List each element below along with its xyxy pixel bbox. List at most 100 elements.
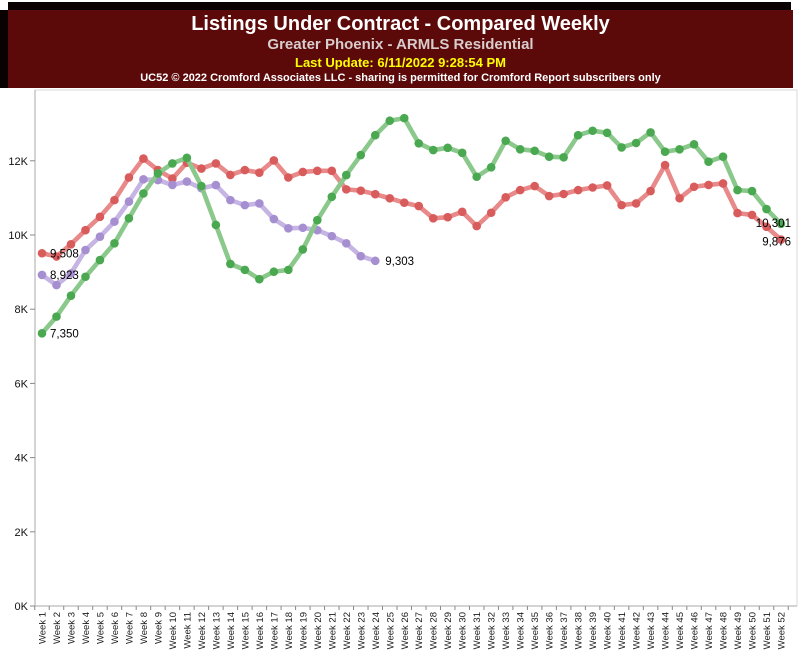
y-tick-label: 12K — [8, 156, 28, 168]
series-red-point — [704, 180, 713, 190]
series-green-point — [443, 143, 453, 153]
point-value-label: 10,301 — [756, 218, 791, 230]
series-green-point — [457, 148, 467, 158]
plot-borders — [34, 89, 798, 607]
week-label: Week 3 — [66, 612, 77, 644]
point-value-label: 8,923 — [50, 270, 79, 282]
series-purple-point — [370, 256, 380, 266]
series-purple-point — [327, 231, 337, 241]
series-green-point — [704, 157, 713, 167]
series-green-point — [211, 220, 221, 230]
series-red-point — [486, 208, 496, 218]
y-tick-label: 4K — [15, 453, 29, 465]
page-subtitle: Greater Phoenix - ARMLS Residential — [267, 35, 534, 53]
point-value-label: 7,350 — [50, 328, 79, 340]
series-green-point — [544, 152, 554, 162]
series-green-point — [472, 172, 482, 182]
series-green-point — [168, 159, 177, 168]
week-label: Week 35 — [530, 612, 541, 649]
series-green-point — [399, 113, 409, 123]
week-label: Week 1 — [38, 612, 49, 644]
series-red-point — [573, 185, 583, 195]
series-red-point — [646, 186, 655, 196]
series-red-point — [211, 159, 221, 168]
series-green-point — [776, 219, 786, 229]
series-green-point — [617, 143, 626, 152]
report-header: Listings Under Contract - Compared Weekl… — [8, 10, 793, 88]
series-green-point — [341, 170, 351, 180]
point-value-label: 9,508 — [50, 248, 79, 260]
series-red-point — [226, 170, 235, 180]
series-green-point — [356, 150, 366, 160]
series-green-point — [559, 152, 568, 162]
point-value-label: 9,876 — [762, 237, 791, 249]
series-red-point — [356, 186, 366, 195]
series-red-point — [457, 207, 467, 217]
series-red-point — [110, 195, 119, 205]
series-purple-point — [66, 269, 76, 278]
series-green-point — [284, 265, 293, 275]
week-label: Week 45 — [675, 612, 686, 649]
series-red-point — [588, 183, 597, 192]
week-label: Week 44 — [661, 612, 672, 649]
series-green-point — [81, 272, 90, 282]
series-green-point — [385, 116, 395, 126]
header-left-black-bar — [0, 10, 8, 88]
series-red-point — [718, 179, 728, 188]
copyright-text: UC52 © 2022 Cromford Associates LLC - sh… — [140, 72, 661, 85]
last-update-text: Last Update: 6/11/2022 9:28:54 PM — [295, 54, 506, 70]
series-red-point — [660, 160, 670, 170]
week-label: Week 15 — [240, 612, 251, 649]
series-green-point — [370, 130, 380, 140]
week-label: Week 6 — [110, 612, 121, 644]
week-label: Week 38 — [574, 612, 585, 649]
y-tick-label: 0K — [15, 601, 29, 613]
series-red-point — [370, 189, 380, 199]
week-label: Week 51 — [762, 612, 773, 649]
series-purple-point — [356, 251, 366, 261]
series-red-point — [675, 193, 684, 203]
week-label: Week 34 — [516, 612, 527, 649]
series-green-point — [240, 265, 250, 275]
week-label: Week 50 — [748, 612, 759, 649]
series-purple-point — [81, 245, 90, 255]
series-red-point — [399, 198, 409, 208]
series-red-point — [327, 166, 337, 176]
series-green-point — [95, 255, 105, 265]
series-green-point — [718, 152, 728, 162]
week-label: Week 49 — [733, 612, 744, 649]
series-red-point — [776, 235, 786, 244]
week-label: Week 11 — [182, 612, 193, 649]
series-red-point — [52, 252, 61, 261]
series-green-point — [269, 267, 279, 277]
week-label: Week 10 — [168, 612, 179, 649]
series-red-point — [298, 167, 308, 177]
series-green-point — [255, 274, 264, 284]
series-purple-point — [110, 217, 119, 226]
series-purple-point — [255, 199, 264, 208]
week-label: Week 32 — [487, 612, 498, 649]
series-red-point — [37, 248, 47, 258]
series-purple-point — [52, 280, 61, 290]
series-green-point — [37, 329, 47, 338]
series-green-point — [675, 144, 684, 154]
series-green-point — [530, 146, 539, 156]
series-red-point — [515, 185, 525, 195]
series-green-point — [313, 215, 322, 225]
week-label: Week 19 — [298, 612, 309, 649]
series-red-point — [617, 200, 626, 210]
series-red-point — [544, 191, 554, 201]
y-axis: 0K 2K 4K 6K 8K 10K 12K — [8, 156, 35, 613]
week-label: Week 5 — [95, 612, 106, 644]
week-label: Week 31 — [472, 612, 483, 649]
series-purple-point — [240, 200, 250, 210]
week-label: Week 25 — [385, 612, 396, 649]
week-label: Week 12 — [197, 612, 208, 649]
x-axis-ticks — [34, 606, 789, 610]
series-red-point — [139, 154, 148, 163]
series-red-point — [443, 212, 453, 222]
week-label: Week 8 — [139, 612, 150, 644]
week-label: Week 27 — [414, 612, 425, 649]
